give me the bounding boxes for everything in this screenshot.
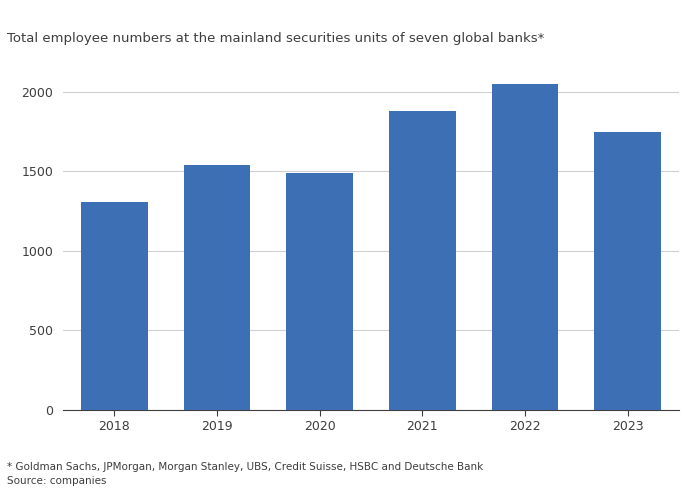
Text: Total employee numbers at the mainland securities units of seven global banks*: Total employee numbers at the mainland s… — [7, 32, 545, 45]
Bar — [183, 165, 251, 410]
Bar — [389, 111, 456, 410]
Text: Source: companies: Source: companies — [7, 476, 106, 486]
Bar — [81, 202, 148, 410]
Bar — [491, 84, 559, 410]
Bar — [594, 132, 661, 410]
Bar — [286, 173, 353, 410]
Text: * Goldman Sachs, JPMorgan, Morgan Stanley, UBS, Credit Suisse, HSBC and Deutsche: * Goldman Sachs, JPMorgan, Morgan Stanle… — [7, 462, 483, 472]
